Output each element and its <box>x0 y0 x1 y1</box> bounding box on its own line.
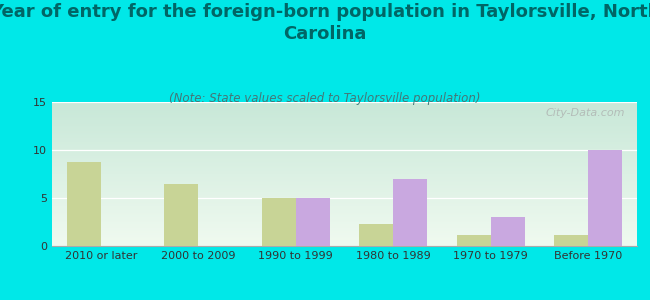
Bar <box>261 198 296 246</box>
Bar <box>588 150 623 246</box>
Bar <box>359 224 393 246</box>
Legend: Taylorsville, North Carolina: Taylorsville, North Carolina <box>220 298 469 300</box>
Text: City-Data.com: City-Data.com <box>546 108 625 118</box>
Bar <box>296 198 330 246</box>
Text: Year of entry for the foreign-born population in Taylorsville, North
Carolina: Year of entry for the foreign-born popul… <box>0 3 650 43</box>
Bar <box>66 163 101 246</box>
Bar <box>393 179 428 246</box>
Bar <box>457 236 491 246</box>
Bar <box>164 184 198 246</box>
Bar <box>491 217 525 246</box>
Bar <box>554 236 588 246</box>
Text: (Note: State values scaled to Taylorsville population): (Note: State values scaled to Taylorsvil… <box>169 92 481 104</box>
